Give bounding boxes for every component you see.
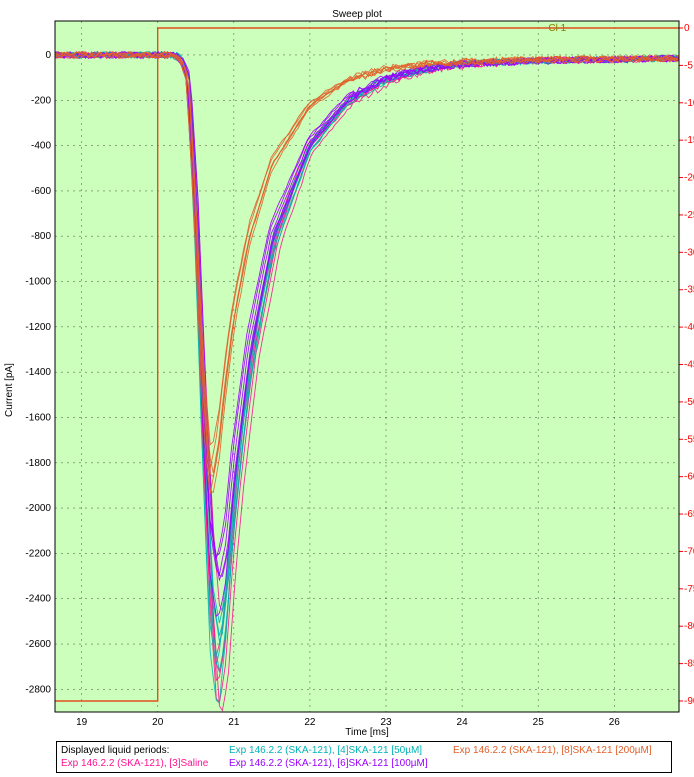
y2-tick-label: -40 (684, 322, 694, 333)
y2-tick-label: -70 (684, 546, 694, 557)
x-axis-ticks: 19 20 21 22 23 24 25 26 (76, 717, 620, 728)
x-axis-label: Time [ms] (345, 727, 389, 738)
y2-tick-label: -25 (684, 210, 694, 221)
y-tick-label: -1000 (25, 277, 51, 288)
y-tick-label: -1800 (25, 458, 51, 469)
legend-item-saline: Exp 146.2.2 (SKA-121), [3]Saline (61, 758, 209, 769)
x-tick-label: 23 (380, 717, 392, 728)
x-tick-label: 25 (533, 717, 545, 728)
y2-tick-label: -85 (684, 659, 694, 670)
y-tick-label: -800 (31, 231, 51, 242)
plot-border (54, 20, 680, 713)
y-tick-label: -1600 (25, 412, 51, 423)
y2-tick-label: -50 (684, 397, 694, 408)
protocol-label: Cl 1 (548, 23, 566, 34)
y-axis-ticks: 0 -200 -400 -600 -800 -1000 -1200 -1400 -1600 -18… (25, 50, 51, 695)
y-tick-label: -2200 (25, 548, 51, 559)
y2-tick-label: -65 (684, 509, 694, 520)
chart-title: Sweep plot (332, 9, 382, 20)
plot-area (54, 20, 680, 713)
y-tick-label: -1400 (25, 367, 51, 378)
y-tick-label: -400 (31, 141, 51, 152)
y2-tick-label: 0 (684, 23, 690, 34)
y2-tick-label: -75 (684, 584, 694, 595)
x-tick-label: 22 (304, 717, 316, 728)
y2-tick-label: -55 (684, 434, 694, 445)
y2-tick-label: -10 (684, 98, 694, 109)
x-tick-label: 19 (76, 717, 88, 728)
x-tick-label: 26 (609, 717, 621, 728)
legend-item-200um: Exp 146.2.2 (SKA-121), [8]SKA-121 [200µM… (453, 745, 652, 756)
x-tick-label: 24 (457, 717, 469, 728)
y-tick-label: -2800 (25, 684, 51, 695)
series-traces (54, 50, 680, 712)
y-tick-label: 0 (45, 50, 51, 61)
legend-item-50um: Exp 146.2.2 (SKA-121), [4]SKA-121 [50µM] (229, 745, 423, 756)
y2-tick-label: -30 (684, 247, 694, 258)
protocol-trace (55, 27, 679, 702)
y2-axis-ticks: 0 -5 -10 -15 -20 -25 -30 -35 -40 -45 -50 -55 -60 -65 -… (679, 23, 694, 707)
sweep-line (54, 51, 680, 469)
legend: Displayed liquid periods: Exp 146.2.2 (S… (56, 741, 672, 773)
y-tick-label: -2400 (25, 594, 51, 605)
y2-tick-label: -35 (684, 285, 694, 296)
y-tick-label: -200 (31, 95, 51, 106)
legend-item-100um: Exp 146.2.2 (SKA-121), [6]SKA-121 [100µM… (229, 758, 428, 769)
series-3 (54, 50, 680, 494)
legend-header: Displayed liquid periods: (61, 745, 170, 756)
sweep-line (54, 51, 680, 478)
y2-tick-label: -90 (684, 696, 694, 707)
protocol-line (55, 27, 679, 702)
y2-tick-label: -15 (684, 135, 694, 146)
y-tick-label: -2600 (25, 639, 51, 650)
y2-tick-label: -5 (684, 60, 693, 71)
sweep-plot: Sweep plot 0-200-400-600-800-1000-1200-1… (4, 9, 694, 738)
y-axis-label: Current [pA] (4, 363, 15, 417)
y2-tick-label: -20 (684, 173, 694, 184)
y-tick-label: -600 (31, 186, 51, 197)
x-tick-label: 20 (152, 717, 164, 728)
x-tick-label: 21 (228, 717, 240, 728)
y-tick-label: -1200 (25, 322, 51, 333)
y2-tick-label: -80 (684, 621, 694, 632)
y-tick-label: -2000 (25, 503, 51, 514)
y2-tick-label: -45 (684, 360, 694, 371)
y2-tick-label: -60 (684, 472, 694, 483)
